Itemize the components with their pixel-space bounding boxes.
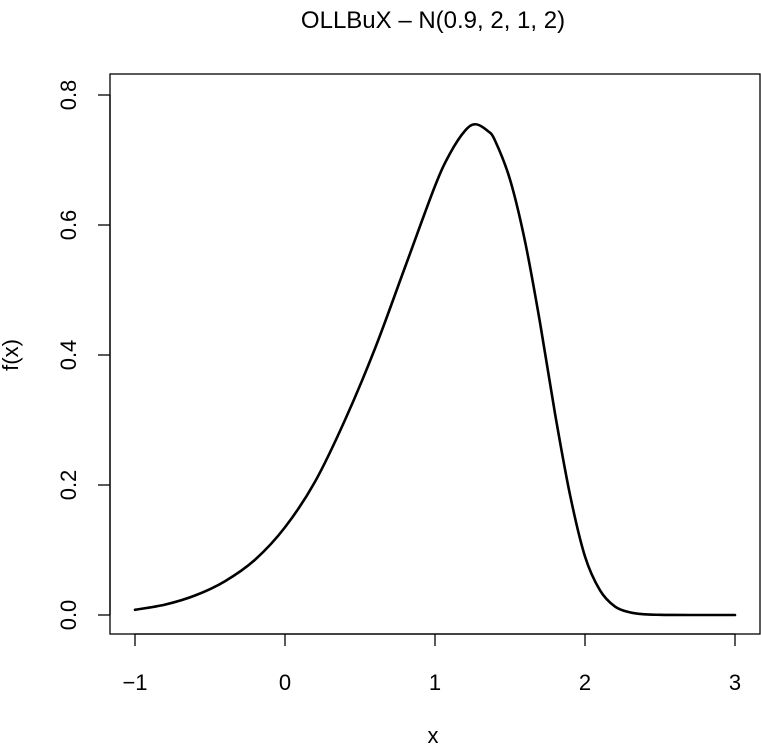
y-tick-label: 0.4: [56, 340, 81, 371]
x-tick-label: 3: [729, 670, 741, 695]
x-axis-label: x: [428, 723, 439, 746]
x-axis: −1 0 1 2 3: [122, 633, 741, 695]
x-tick-label: −1: [122, 670, 147, 695]
x-tick-label: 0: [279, 670, 291, 695]
density-curve: [133, 122, 737, 617]
y-tick-label: 0.0: [56, 600, 81, 631]
y-tick-label: 0.2: [56, 470, 81, 501]
chart-title: OLLBuX – N(0.9, 2, 1, 2): [301, 7, 565, 34]
x-tick-label: 1: [429, 670, 441, 695]
y-tick-label: 0.8: [56, 80, 81, 111]
y-axis-label: f(x): [0, 339, 23, 371]
plot-frame: [109, 73, 761, 635]
y-tick-label: 0.6: [56, 210, 81, 241]
x-tick-label: 2: [579, 670, 591, 695]
y-axis: 0.0 0.2 0.4 0.6 0.8: [56, 80, 111, 631]
